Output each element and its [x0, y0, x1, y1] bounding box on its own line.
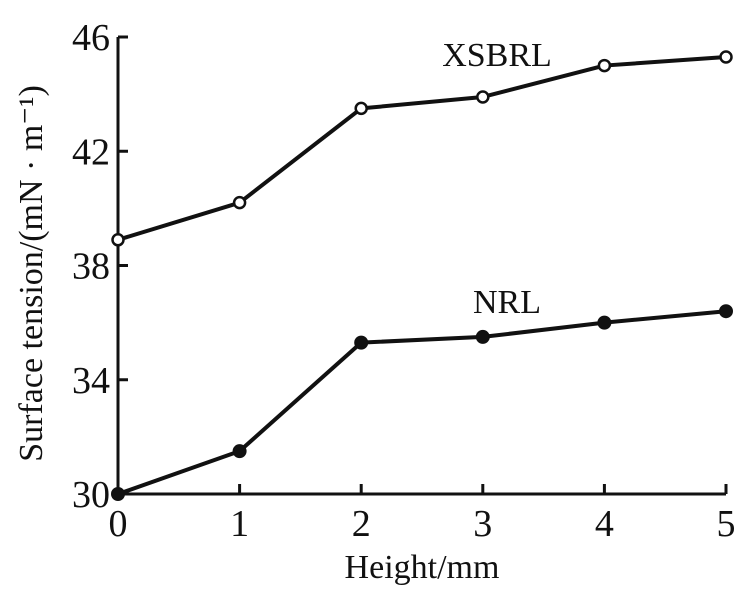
x-axis-title: Height/mm [345, 549, 500, 586]
data-point-nrl [111, 487, 125, 501]
x-tick-label: 5 [717, 503, 736, 545]
data-point-nrl [232, 444, 247, 459]
data-point-xsbrl [719, 50, 733, 64]
axes [116, 37, 726, 496]
data-point-nrl [719, 304, 733, 319]
data-point-xsbrl [232, 195, 247, 210]
y-tick-label: 34 [72, 360, 110, 402]
x-tick-label: 4 [595, 503, 614, 545]
x-tick-label: 0 [109, 503, 128, 545]
series-line-xsbrl [117, 54, 727, 242]
data-point-nrl [354, 335, 369, 350]
series-line-nrl [117, 309, 727, 496]
x-tick-label: 3 [473, 503, 492, 545]
x-ticks: 0 1 2 3 4 5 [109, 484, 736, 545]
data-point-nrl [597, 315, 612, 330]
x-tick-label: 2 [352, 503, 371, 545]
data-point-xsbrl [111, 233, 125, 247]
series-layer [111, 50, 733, 501]
y-tick-label: 42 [72, 131, 110, 173]
y-tick-label: 46 [72, 17, 110, 59]
data-point-xsbrl [597, 58, 612, 73]
y-ticks: 30 34 38 42 46 [72, 17, 128, 516]
data-point-nrl [475, 329, 490, 344]
y-tick-label: 38 [72, 246, 110, 288]
y-axis-title: Surface tension/(mN · m⁻¹) [13, 85, 50, 462]
series-labels: XSBRL NRL [442, 37, 552, 321]
data-point-xsbrl [354, 101, 368, 116]
series-label-nrl: NRL [473, 284, 541, 321]
x-tick-label: 1 [230, 503, 249, 545]
y-tick-label: 30 [72, 474, 110, 516]
series-label-xsbrl: XSBRL [442, 37, 552, 74]
data-point-xsbrl [476, 90, 490, 104]
